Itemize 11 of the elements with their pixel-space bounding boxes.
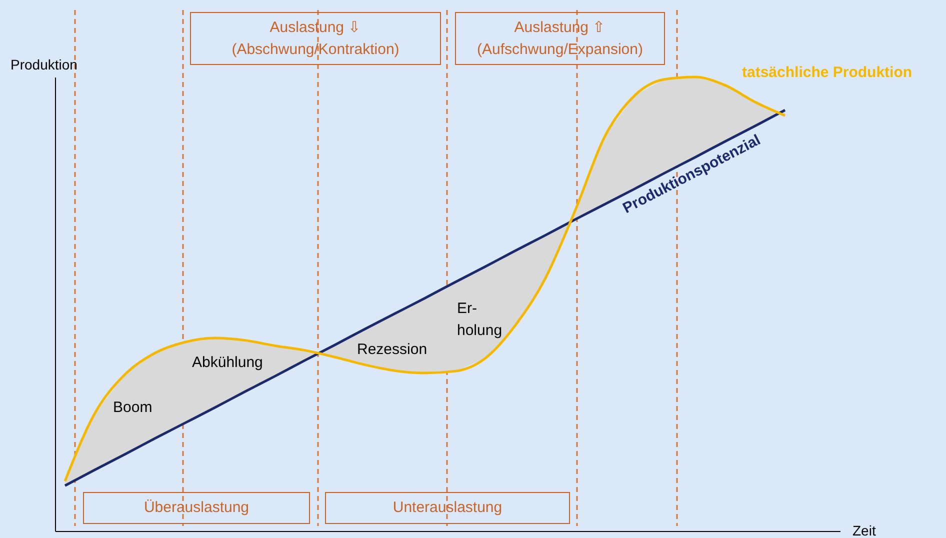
annotation: Unterauslastung [325, 492, 570, 524]
annotation: Abkühlung [192, 353, 263, 373]
x-axis-title: Zeit [852, 522, 876, 538]
text: Auslastung ⇩ (Abschwung/Kontraktion) [190, 12, 441, 65]
annotation: Boom [113, 398, 152, 418]
series-label: tatsächliche Produktion [742, 64, 912, 81]
y-axis-title: Produktion [10, 56, 78, 72]
annotation: Überauslastung [83, 492, 310, 524]
annotation: Er- holung [457, 299, 502, 341]
text: Auslastung ⇧ (Aufschwung/Expansion) [455, 12, 665, 65]
annotation: Rezession [357, 340, 428, 360]
